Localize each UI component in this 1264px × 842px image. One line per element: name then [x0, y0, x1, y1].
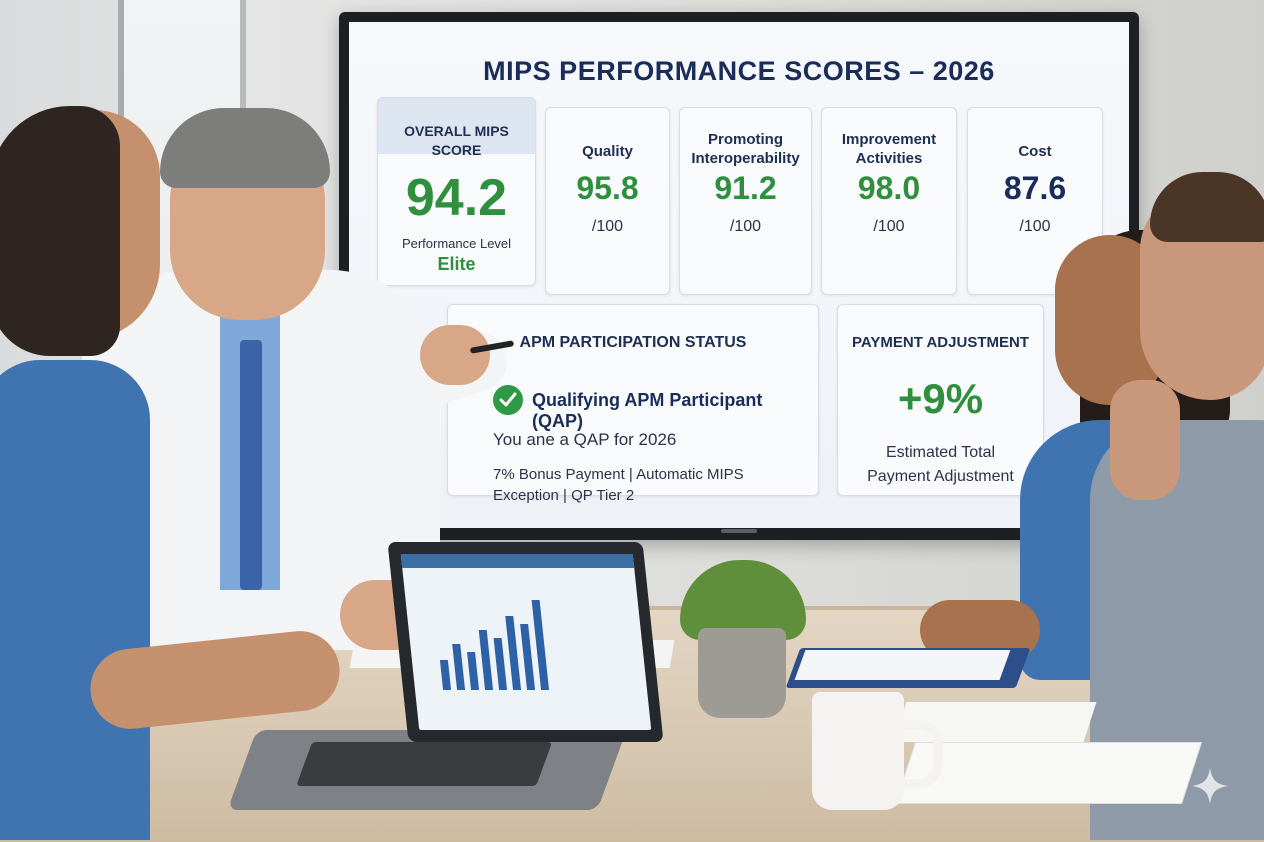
- laptop-keyboard: [296, 742, 553, 786]
- clipboard-paper: [794, 650, 1011, 680]
- interoperability-out-of: /100: [729, 218, 762, 235]
- overall-score-label: OVERALL MIPS SCORE: [404, 123, 509, 158]
- laptop-chart-bar: [439, 660, 452, 690]
- laptop-chart-bar: [505, 616, 522, 690]
- cost-out-of: /100: [1019, 218, 1051, 235]
- cost-value: 87.6: [1003, 170, 1067, 206]
- payment-adjustment-caption: Estimated Total Payment Adjustment: [867, 444, 1014, 485]
- check-circle-icon: [493, 385, 523, 415]
- wall-tv: MIPS PERFORMANCE SCORES – 2026 OVERALL M…: [339, 12, 1139, 540]
- apm-status-card: APM PARTICIPATION STATUS Qualifying APM …: [447, 304, 819, 504]
- payment-adjustment-card: PAYMENT ADJUSTMENT +9% Estimated Total Pa…: [837, 304, 1044, 496]
- mug-handle: [894, 720, 943, 788]
- laptop-chart-bar: [478, 630, 494, 690]
- doctor-tie: [240, 340, 262, 590]
- apm-details: 7% Bonus Payment | Automatic MIPS Except…: [493, 466, 744, 504]
- plant-pot: [698, 628, 786, 718]
- laptop-base: [227, 730, 627, 810]
- performance-level-value: Elite: [437, 254, 476, 274]
- sparkle-icon: [1192, 768, 1228, 804]
- laptop-chart-bar: [452, 644, 466, 690]
- improvement-label: Improvement Activities: [841, 131, 937, 167]
- coffee-mug: [812, 692, 904, 810]
- apm-status-text: Qualifying APM Participant (QAP): [532, 390, 763, 431]
- laptop: [387, 542, 664, 742]
- apm-status-label: APM PARTICIPATION STATUS: [519, 334, 747, 351]
- doctor-hair: [160, 108, 330, 188]
- laptop-chart-bar: [520, 624, 536, 690]
- dashboard-screen: MIPS PERFORMANCE SCORES – 2026 OVERALL M…: [349, 22, 1129, 528]
- improvement-value: 98.0: [857, 170, 921, 206]
- cost-label: Cost: [1018, 143, 1052, 160]
- nurse-left-hair: [0, 106, 120, 356]
- doctor-pointing-hand: [420, 325, 490, 385]
- laptop-display: [400, 554, 652, 730]
- payment-adjustment-label: PAYMENT ADJUSTMENT: [852, 334, 1029, 351]
- quality-label: Quality: [582, 143, 633, 160]
- man-right-hair: [1150, 172, 1264, 242]
- dashboard-title: MIPS PERFORMANCE SCORES – 2026: [483, 56, 995, 86]
- payment-adjustment-value: +9%: [897, 375, 984, 422]
- quality-value: 95.8: [576, 170, 639, 206]
- man-right-hand: [1110, 380, 1180, 500]
- performance-level-label: Performance Level: [401, 236, 512, 251]
- overall-header-band: [378, 98, 535, 154]
- laptop-chart-bar: [493, 638, 508, 690]
- tv-logo: [721, 529, 757, 533]
- laptop-title-bar: [400, 554, 635, 568]
- laptop-chart-bar: [467, 652, 480, 690]
- apm-message: You ane a QAP for 2026: [493, 430, 677, 449]
- interoperability-label: Promoting Interoperability: [691, 131, 800, 167]
- overall-score-value: 94.2: [405, 169, 508, 227]
- quality-out-of: /100: [591, 218, 624, 235]
- quality-card: Quality 95.8 /100: [545, 107, 670, 295]
- interoperability-card: Promoting Interoperability 91.2 /100: [679, 107, 812, 295]
- improvement-out-of: /100: [873, 218, 905, 235]
- interoperability-value: 91.2: [714, 170, 777, 206]
- nurse-left: [0, 360, 150, 840]
- overall-score-card: OVERALL MIPS SCORE 94.2 Performance Leve…: [377, 97, 536, 286]
- laptop-chart-bar: [531, 600, 550, 690]
- improvement-card: Improvement Activities 98.0 /100: [821, 107, 957, 295]
